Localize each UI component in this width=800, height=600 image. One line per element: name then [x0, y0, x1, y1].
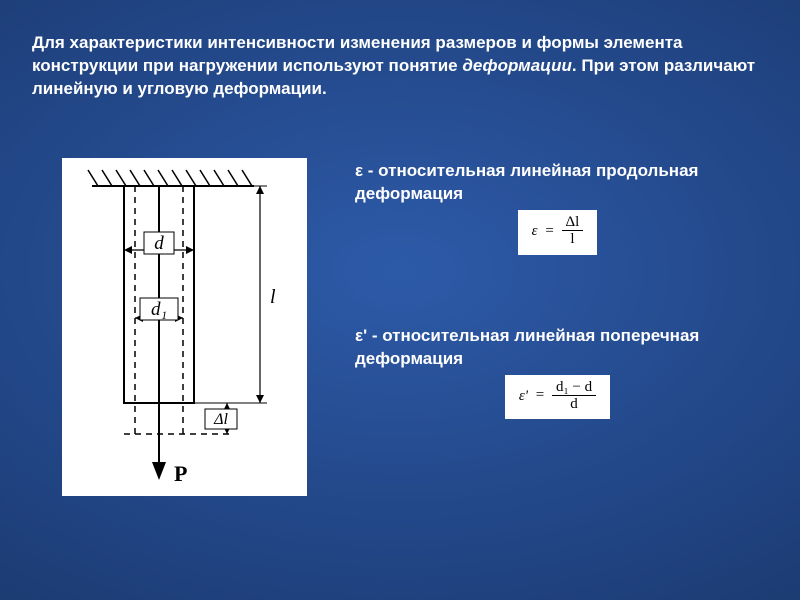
label-dl: Δl — [213, 411, 228, 428]
definition-epsilon-prime-label: ε' - относительная линейная поперечная д… — [355, 325, 760, 371]
formula-epsilon: ε = Δl l — [355, 210, 760, 255]
formula-epsilon-lhs: ε — [532, 223, 538, 239]
label-d1: d₁ — [151, 299, 167, 320]
definition-epsilon-prime: ε' - относительная линейная поперечная д… — [355, 325, 760, 420]
formula-epsilon-prime: ε' = d₁ − d d — [355, 375, 760, 420]
deformation-diagram: P d d₁ l Δl — [62, 158, 307, 496]
intro-emphasis: деформации — [462, 56, 572, 75]
diagram-svg: P d d₁ l Δl — [62, 158, 307, 496]
definition-epsilon-label: ε - относительная линейная продольная де… — [355, 160, 760, 206]
label-P: P — [174, 461, 187, 486]
label-l: l — [270, 286, 276, 308]
formula-epsilon-prime-lhs: ε' — [519, 387, 528, 403]
definition-epsilon: ε - относительная линейная продольная де… — [355, 160, 760, 255]
formula-epsilon-num: Δl — [562, 214, 584, 232]
formula-epsilon-prime-den: d — [552, 396, 596, 413]
formula-epsilon-prime-num: d₁ − d — [552, 379, 596, 397]
intro-paragraph: Для характеристики интенсивности изменен… — [32, 32, 768, 101]
definitions: ε - относительная линейная продольная де… — [355, 160, 760, 489]
formula-epsilon-den: l — [562, 231, 584, 248]
label-d: d — [154, 233, 164, 254]
